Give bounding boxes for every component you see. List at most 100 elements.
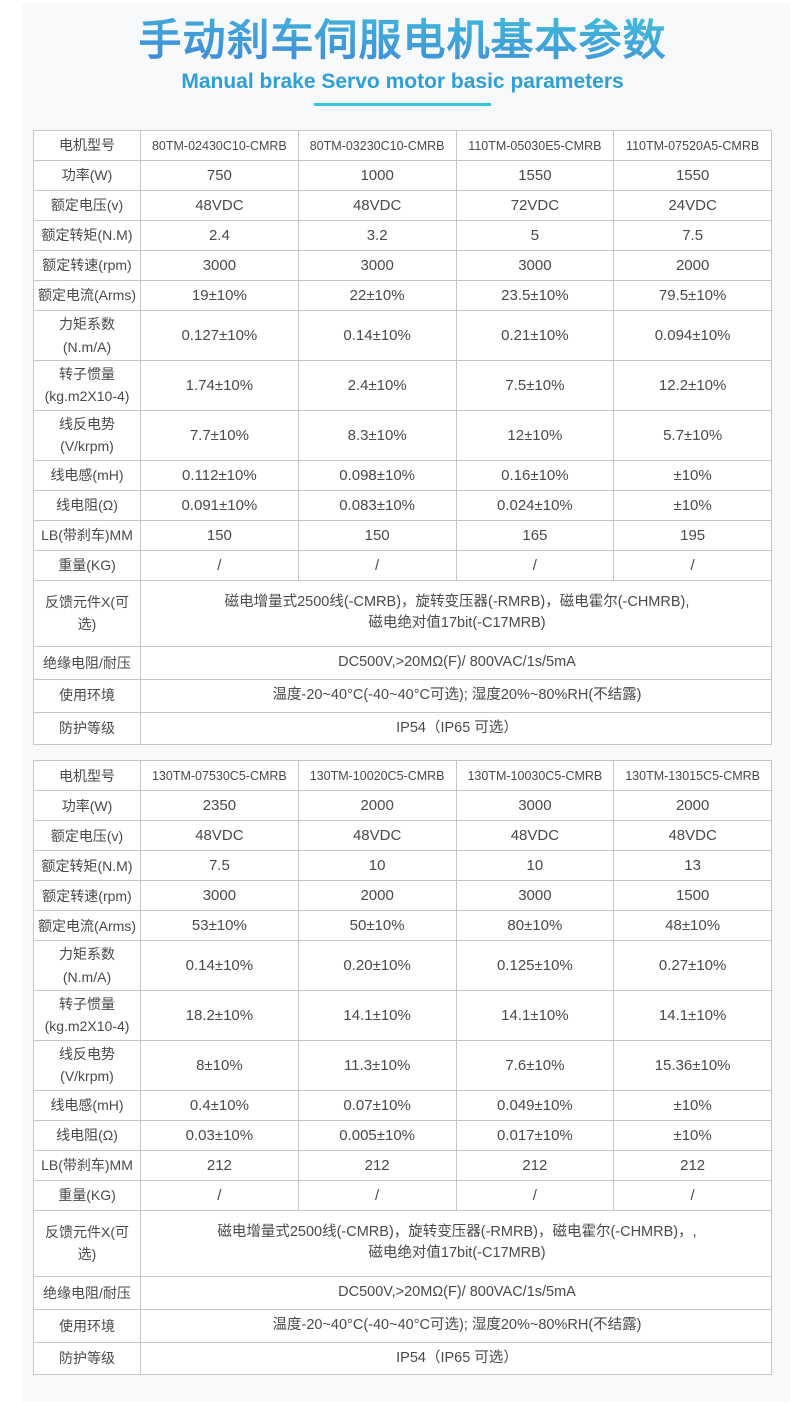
value-cell: 1550: [613, 160, 772, 192]
table-row: 力矩系数 (N.m/A) 0.127±10% 0.14±10% 0.21±10% 0.0…: [33, 310, 772, 361]
row-label: 反馈元件X(可选): [33, 1209, 141, 1278]
value-cell: 750: [140, 160, 299, 192]
value-cell: 19±10%: [140, 280, 299, 312]
value-cell: /: [140, 549, 299, 581]
value-cell: 48VDC: [455, 820, 615, 852]
content-area: 手动刹车伺服电机基本参数 Manual brake Servo motor ba…: [33, 3, 772, 1376]
value-cell: 7.5: [613, 220, 772, 252]
table-row: LB(带刹车)MM 150 150 165 195: [33, 519, 772, 551]
value-cell: ±10%: [613, 459, 772, 491]
table-row: 额定转矩(N.M) 2.4 3.2 5 7.5: [33, 220, 772, 252]
row-label: 力矩系数 (N.m/A): [33, 940, 141, 992]
value-cell: 1.74±10%: [140, 359, 299, 411]
table-row: 转子惯量 (kg.m2X10-4) 1.74±10% 2.4±10% 7.5±10% 1…: [33, 359, 772, 411]
row-label: LB(带刹车)MM: [33, 1149, 141, 1181]
value-cell: 48±10%: [613, 910, 772, 942]
value-cell: 0.27±10%: [613, 940, 772, 992]
value-cell: 0.049±10%: [455, 1089, 615, 1121]
value-cell: /: [613, 1179, 772, 1211]
value-cell: 165: [455, 519, 615, 551]
model-number-cell: 130TM-07530C5-CMRB: [140, 760, 299, 792]
value-cell: 0.125±10%: [455, 940, 615, 992]
row-label-model: 电机型号: [33, 130, 141, 162]
value-cell: 13: [613, 850, 772, 882]
full-value-cell: 磁电增量式2500线(-CMRB)，旋转变压器(-RMRB)，磁电霍尔(-CHM…: [140, 1209, 772, 1278]
row-label: 转子惯量 (kg.m2X10-4): [33, 359, 141, 411]
table-row-full: 反馈元件X(可选) 磁电增量式2500线(-CMRB)，旋转变压器(-RMRB)，…: [33, 1209, 772, 1278]
row-label: 额定转速(rpm): [33, 880, 141, 912]
value-cell: ±10%: [613, 1119, 772, 1151]
table-row-full: 防护等级 IP54（IP65 可选）: [33, 711, 772, 746]
value-cell: 53±10%: [140, 910, 299, 942]
value-cell: 1550: [455, 160, 615, 192]
value-cell: ±10%: [613, 489, 772, 521]
full-value-cell: DC500V,>20MΩ(F)/ 800VAC/1s/5mA: [140, 1276, 772, 1310]
table-row: 额定电压(v) 48VDC 48VDC 48VDC 48VDC: [33, 820, 772, 852]
value-cell: 0.21±10%: [455, 310, 615, 361]
page-subtitle: Manual brake Servo motor basic parameter…: [181, 70, 624, 94]
row-label: 防护等级: [33, 1341, 141, 1376]
value-cell: 14.1±10%: [297, 990, 457, 1041]
table-row: 线电阻(Ω) 0.091±10% 0.083±10% 0.024±10% ±10%: [33, 489, 772, 521]
table-row: 额定电压(v) 48VDC 48VDC 72VDC 24VDC: [33, 190, 772, 222]
full-value-cell: IP54（IP65 可选）: [140, 711, 772, 746]
value-cell: 0.03±10%: [140, 1119, 299, 1151]
value-cell: 0.14±10%: [297, 310, 457, 361]
full-value-cell: 温度-20~40°C(-40~40°C可选); 湿度20%~80%RH(不结露): [140, 678, 772, 713]
row-label: 线反电势 (V/krpm): [33, 1039, 141, 1091]
table-row: 转子惯量 (kg.m2X10-4) 18.2±10% 14.1±10% 14.1±10…: [33, 990, 772, 1041]
value-cell: 10: [455, 850, 615, 882]
table-row: 线反电势 (V/krpm) 8±10% 11.3±10% 7.6±10% 15.36±1…: [33, 1039, 772, 1091]
row-label: 额定电压(v): [33, 820, 141, 852]
value-cell: 15.36±10%: [613, 1039, 772, 1091]
full-value-cell: IP54（IP65 可选）: [140, 1341, 772, 1376]
value-cell: 0.091±10%: [140, 489, 299, 521]
table-row: 线反电势 (V/krpm) 7.7±10% 8.3±10% 12±10% 5.7±10%: [33, 409, 772, 461]
title-underline: [314, 103, 491, 107]
table-row-full: 绝缘电阻/耐压 DC500V,>20MΩ(F)/ 800VAC/1s/5mA: [33, 646, 772, 680]
value-cell: /: [455, 549, 615, 581]
value-cell: 150: [140, 519, 299, 551]
table-row-full: 使用环境 温度-20~40°C(-40~40°C可选); 湿度20%~80%RH(…: [33, 678, 772, 713]
row-label: 线电阻(Ω): [33, 489, 141, 521]
row-label: 额定转速(rpm): [33, 250, 141, 282]
value-cell: /: [297, 549, 457, 581]
value-cell: 22±10%: [297, 280, 457, 312]
value-cell: 0.005±10%: [297, 1119, 457, 1151]
row-label: 线电阻(Ω): [33, 1119, 141, 1151]
value-cell: /: [140, 1179, 299, 1211]
table-header-row: 电机型号 80TM-02430C10-CMRB 80TM-03230C10-CMRB…: [33, 130, 772, 162]
value-cell: 2.4±10%: [297, 359, 457, 411]
row-label: LB(带刹车)MM: [33, 519, 141, 551]
value-cell: /: [613, 549, 772, 581]
row-label: 线电感(mH): [33, 1089, 141, 1121]
table-row-full: 绝缘电阻/耐压 DC500V,>20MΩ(F)/ 800VAC/1s/5mA: [33, 1276, 772, 1310]
model-number-cell: 80TM-03230C10-CMRB: [297, 130, 457, 162]
value-cell: 48VDC: [140, 820, 299, 852]
row-label: 绝缘电阻/耐压: [33, 646, 141, 680]
value-cell: /: [297, 1179, 457, 1211]
row-label: 防护等级: [33, 711, 141, 746]
row-label: 额定电压(v): [33, 190, 141, 222]
table-row: 线电感(mH) 0.112±10% 0.098±10% 0.16±10% ±10%: [33, 459, 772, 491]
row-label: 额定转矩(N.M): [33, 850, 141, 882]
value-cell: 7.7±10%: [140, 409, 299, 461]
value-cell: 3000: [297, 250, 457, 282]
value-cell: 0.017±10%: [455, 1119, 615, 1151]
row-label: 使用环境: [33, 678, 141, 713]
model-number-cell: 110TM-05030E5-CMRB: [455, 130, 615, 162]
value-cell: 5: [455, 220, 615, 252]
row-label: 额定电流(Arms): [33, 280, 141, 312]
value-cell: 212: [613, 1149, 772, 1181]
table-header-row: 电机型号 130TM-07530C5-CMRB 130TM-10020C5-CMRB…: [33, 760, 772, 792]
value-cell: 48VDC: [613, 820, 772, 852]
value-cell: 0.112±10%: [140, 459, 299, 491]
value-cell: 3000: [140, 250, 299, 282]
value-cell: 3000: [455, 790, 615, 822]
value-cell: 12±10%: [455, 409, 615, 461]
value-cell: 2000: [297, 790, 457, 822]
value-cell: 150: [297, 519, 457, 551]
table-row: 线电阻(Ω) 0.03±10% 0.005±10% 0.017±10% ±10%: [33, 1119, 772, 1151]
spec-table-2: 电机型号 130TM-07530C5-CMRB 130TM-10020C5-CMRB…: [33, 760, 772, 1376]
value-cell: 0.098±10%: [297, 459, 457, 491]
